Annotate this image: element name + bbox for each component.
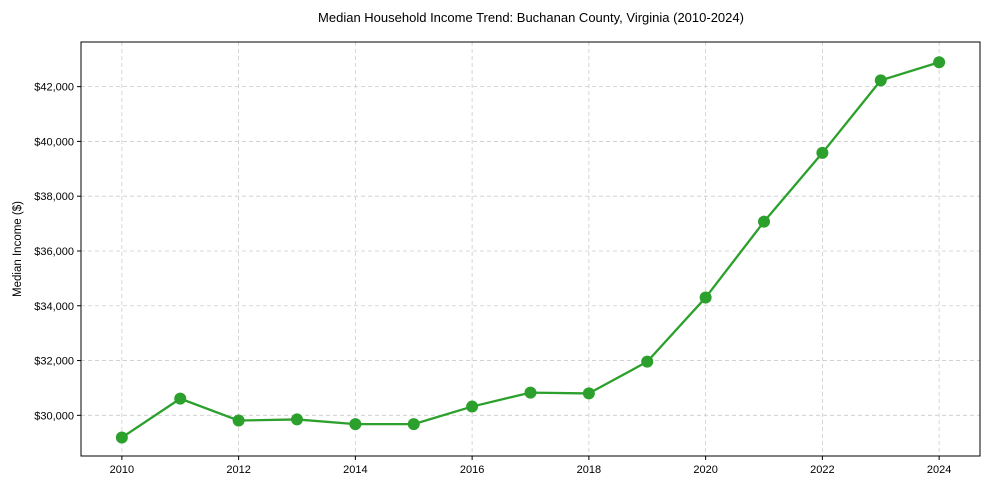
x-tick-label: 2022 bbox=[810, 464, 834, 476]
data-point bbox=[115, 431, 128, 444]
x-tick-label: 2020 bbox=[693, 464, 717, 476]
chart-title: Median Household Income Trend: Buchanan … bbox=[318, 10, 744, 25]
y-axis-label: Median Income ($) bbox=[12, 201, 24, 297]
data-point bbox=[232, 414, 245, 427]
y-tick-label: $42,000 bbox=[34, 82, 74, 94]
y-tick-label: $32,000 bbox=[34, 356, 74, 368]
y-tick-label: $34,000 bbox=[34, 301, 74, 313]
data-point bbox=[758, 215, 771, 228]
series bbox=[115, 56, 946, 444]
data-point bbox=[699, 291, 712, 304]
data-point bbox=[641, 355, 654, 368]
data-point bbox=[874, 74, 887, 87]
x-tick-label: 2024 bbox=[927, 464, 951, 476]
data-point bbox=[174, 392, 187, 405]
y-tick-label: $30,000 bbox=[34, 410, 74, 422]
data-point bbox=[290, 413, 303, 426]
data-point bbox=[816, 146, 829, 159]
x-tick-label: 2016 bbox=[460, 464, 484, 476]
data-point bbox=[524, 386, 537, 399]
plot-frame bbox=[80, 41, 981, 457]
data-point bbox=[933, 56, 946, 69]
series-line bbox=[121, 61, 940, 439]
x-tick-label: 2014 bbox=[343, 464, 367, 476]
y-tick-label: $36,000 bbox=[34, 246, 74, 258]
data-point bbox=[349, 418, 362, 431]
data-point bbox=[407, 418, 420, 431]
x-tick-label: 2018 bbox=[577, 464, 601, 476]
x-tick-label: 2010 bbox=[110, 464, 134, 476]
ticks: 2010 2012 2014 2016 2018 2020 2022 2024 $30,000 $… bbox=[34, 82, 951, 476]
y-tick-label: $40,000 bbox=[34, 136, 74, 148]
x-tick-label: 2012 bbox=[226, 464, 250, 476]
data-point bbox=[582, 387, 595, 400]
y-tick-label: $38,000 bbox=[34, 191, 74, 203]
data-point bbox=[466, 400, 479, 413]
